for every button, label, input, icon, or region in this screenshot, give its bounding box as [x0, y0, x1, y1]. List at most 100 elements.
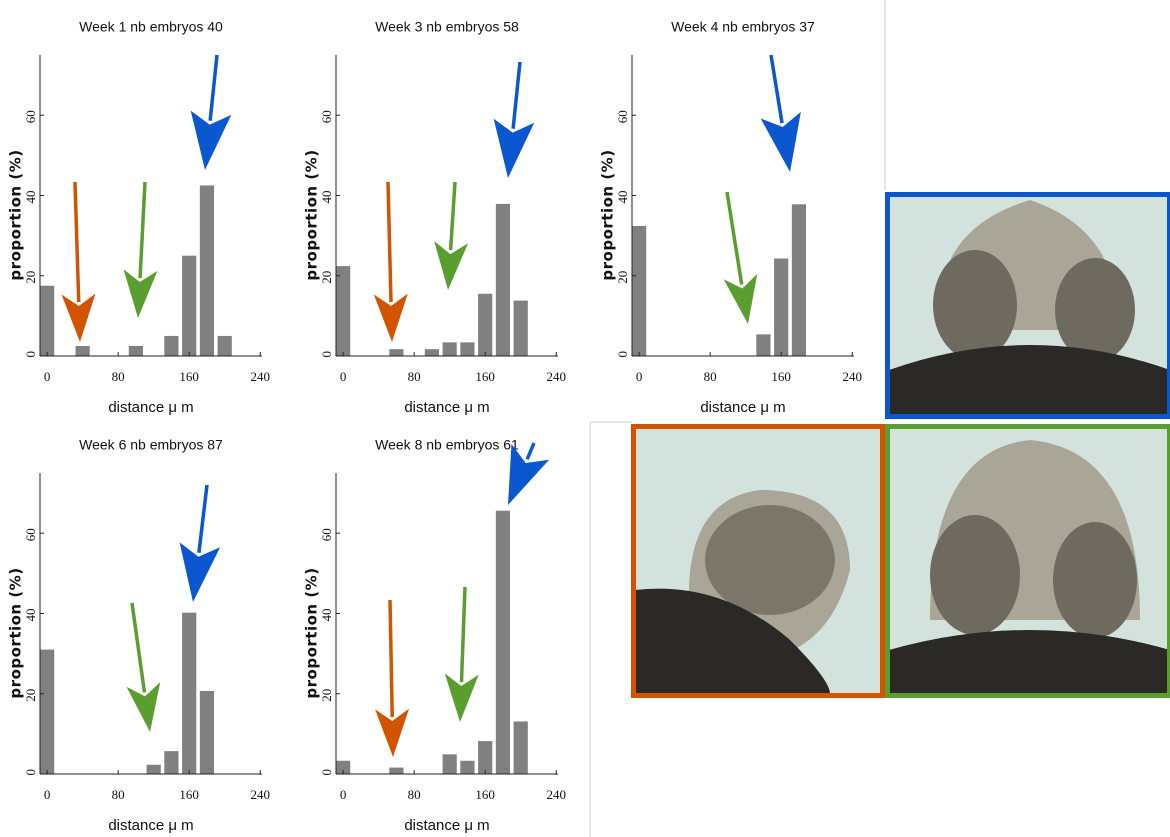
- arrow-shaft: [725, 191, 744, 285]
- bar: [424, 349, 440, 356]
- arrow-shaft: [138, 181, 147, 279]
- bar: [199, 185, 215, 356]
- bar: [442, 754, 457, 774]
- bar: [478, 293, 493, 356]
- arrow-shaft: [386, 181, 393, 303]
- chart-title: Week 3 nb embryos 58: [375, 19, 519, 35]
- x-tick-label: 160: [475, 787, 495, 802]
- bar: [182, 255, 197, 356]
- y-tick-label: 60: [23, 528, 38, 541]
- bar: [164, 751, 179, 774]
- x-tick-label: 80: [408, 787, 421, 802]
- bar: [128, 345, 144, 356]
- y-tick-label: 60: [319, 528, 334, 541]
- y-tick-label: 0: [615, 351, 630, 358]
- x-axis-label: distance μ m: [700, 399, 785, 416]
- arrow-shaft: [511, 61, 522, 129]
- arrow-head: [61, 293, 96, 342]
- bar: [389, 767, 404, 774]
- x-axis-label: distance μ m: [108, 399, 193, 416]
- arrow-head: [190, 110, 232, 170]
- chart-title: Week 4 nb embryos 37: [671, 19, 815, 35]
- photo-orange: [635, 428, 881, 694]
- bar: [75, 345, 90, 356]
- y-tick-label: 0: [319, 351, 334, 358]
- arrow-head: [444, 673, 479, 722]
- bar: [495, 203, 511, 356]
- y-axis-label: proportion (%): [303, 149, 321, 280]
- bar: [478, 741, 493, 774]
- y-tick-label: 40: [23, 190, 38, 203]
- y-axis-label: proportion (%): [303, 567, 321, 698]
- bar: [513, 300, 528, 356]
- chart-title: Week 1 nb embryos 40: [79, 19, 223, 35]
- arrow-shaft: [388, 599, 394, 718]
- bar: [756, 334, 771, 356]
- y-tick-label: 0: [319, 769, 334, 776]
- chart-title: Week 6 nb embryos 87: [79, 437, 223, 453]
- bar: [460, 342, 475, 356]
- y-tick-label: 40: [319, 608, 334, 621]
- x-tick-label: 160: [475, 369, 495, 384]
- bar: [791, 204, 807, 356]
- x-tick-label: 160: [179, 787, 199, 802]
- arrow-shaft: [73, 181, 81, 303]
- x-tick-label: 240: [546, 369, 566, 384]
- bar: [389, 349, 404, 356]
- y-axis-label: proportion (%): [7, 149, 25, 280]
- x-tick-label: 0: [340, 787, 347, 802]
- bar: [336, 760, 351, 774]
- arrow-head: [126, 682, 161, 732]
- bar: [146, 764, 161, 774]
- bar: [442, 342, 457, 356]
- arrow-head: [434, 241, 469, 290]
- bar: [513, 721, 528, 774]
- arrow-head: [723, 273, 758, 324]
- y-tick-label: 40: [615, 190, 630, 203]
- x-tick-label: 240: [250, 787, 270, 802]
- y-tick-label: 20: [23, 271, 38, 284]
- bar: [40, 285, 55, 356]
- x-axis-label: distance μ m: [404, 399, 489, 416]
- y-axis-label: proportion (%): [7, 567, 25, 698]
- chart-title: Week 8 nb embryos 61: [375, 437, 519, 453]
- x-tick-label: 0: [44, 369, 51, 384]
- arrow-shaft: [459, 586, 467, 683]
- arrow-shaft: [769, 54, 784, 124]
- separators: [589, 0, 886, 837]
- photo-frame: [631, 424, 885, 698]
- arrow-head: [373, 293, 408, 342]
- y-tick-label: 20: [23, 689, 38, 702]
- y-tick-label: 60: [615, 110, 630, 123]
- x-tick-label: 80: [112, 369, 125, 384]
- x-tick-label: 240: [842, 369, 862, 384]
- bar: [217, 335, 232, 356]
- y-tick-label: 0: [23, 769, 38, 776]
- photo-green: [889, 428, 1170, 694]
- bar: [336, 266, 351, 356]
- y-tick-label: 60: [319, 110, 334, 123]
- arrow-shaft: [130, 602, 147, 693]
- bar: [199, 690, 215, 774]
- y-tick-label: 20: [615, 271, 630, 284]
- arrow-head: [493, 118, 535, 178]
- y-tick-label: 20: [319, 689, 334, 702]
- x-tick-label: 80: [408, 369, 421, 384]
- bar: [495, 510, 511, 774]
- bar: [774, 258, 789, 356]
- bar: [40, 649, 55, 774]
- y-tick-label: 60: [23, 110, 38, 123]
- x-axis-label: distance μ m: [404, 817, 489, 834]
- bar: [182, 612, 197, 774]
- y-tick-label: 0: [23, 351, 38, 358]
- x-tick-label: 80: [112, 787, 125, 802]
- arrow-head: [508, 443, 550, 505]
- bar: [164, 335, 179, 356]
- arrow-shaft: [448, 181, 457, 251]
- x-tick-label: 240: [546, 787, 566, 802]
- x-tick-label: 160: [179, 369, 199, 384]
- y-axis-label: proportion (%): [599, 149, 617, 280]
- x-axis-label: distance μ m: [108, 817, 193, 834]
- x-tick-label: 160: [771, 369, 791, 384]
